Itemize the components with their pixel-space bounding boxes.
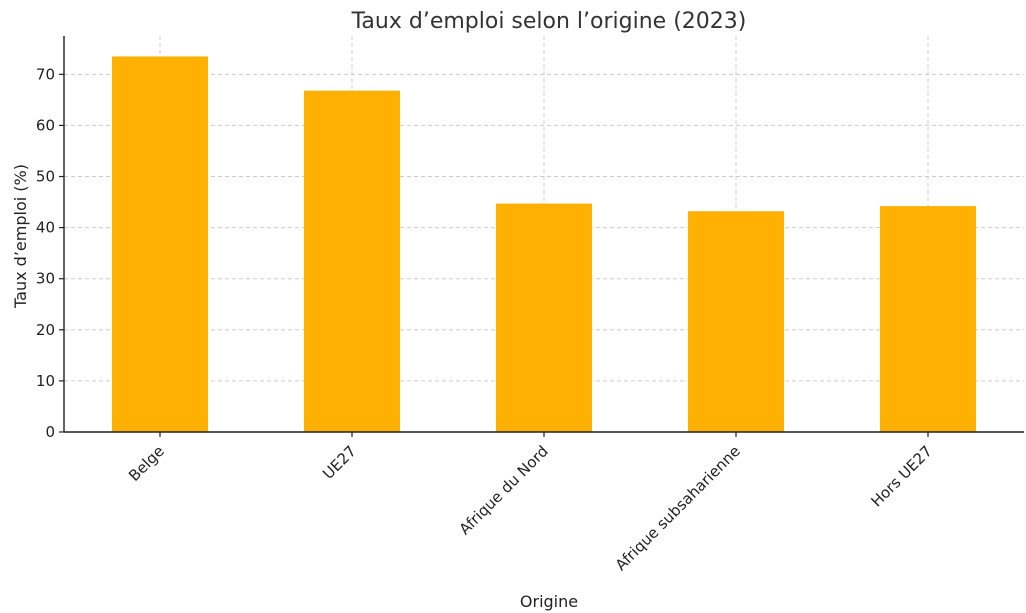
x-tick-label: Afrique du Nord: [456, 442, 552, 538]
chart-title: Taux d’emploi selon l’origine (2023): [351, 9, 747, 34]
y-tick-label: 50: [36, 168, 55, 186]
x-tick-labels: Belge UE27 Afrique du Nord Afrique subsahar…: [125, 442, 936, 574]
bar-hors-ue27: [880, 206, 976, 432]
y-tick-label: 30: [36, 270, 55, 288]
y-tick-labels: 0 10 20 30 40 50 60 70: [36, 65, 55, 441]
x-tick-label: Hors UE27: [867, 442, 935, 510]
y-tick-label: 20: [36, 321, 55, 339]
y-tick-label: 10: [36, 372, 55, 390]
y-tick-label: 60: [36, 116, 55, 134]
y-tick-label: 40: [36, 219, 55, 237]
axis-layer: [59, 36, 1024, 437]
bar-afrique-du-nord: [496, 203, 592, 432]
y-tick-label: 0: [45, 423, 55, 441]
y-axis-title: Taux d’emploi (%): [11, 164, 30, 309]
bar-afrique-subsaharienne: [688, 211, 784, 432]
x-tick-label: Belge: [125, 442, 168, 485]
bar-ue27: [304, 90, 400, 432]
y-tick-label: 70: [36, 65, 55, 83]
bar-layer: [112, 56, 976, 432]
x-axis-title: Origine: [520, 592, 578, 611]
x-tick-label: Afrique subsaharienne: [612, 442, 744, 574]
bar-belge: [112, 56, 208, 432]
x-tick-label: UE27: [319, 442, 360, 483]
